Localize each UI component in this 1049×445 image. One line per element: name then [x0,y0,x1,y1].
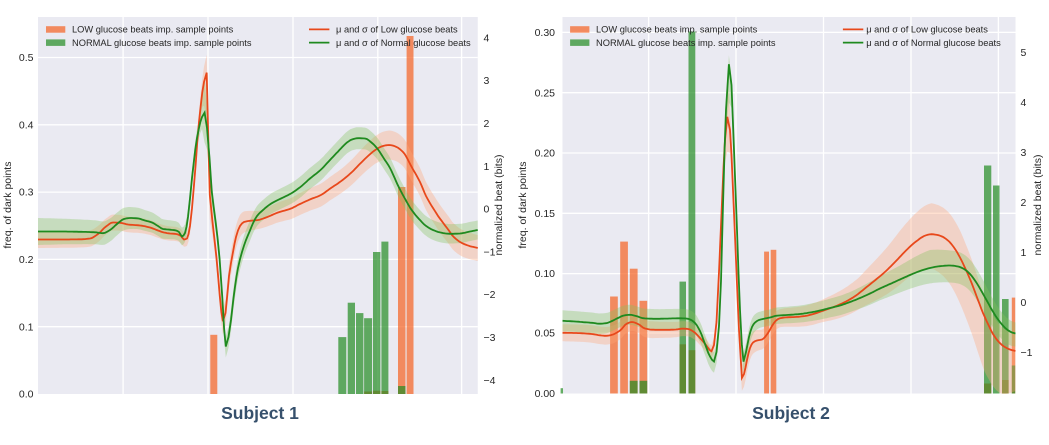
svg-text:−1: −1 [1021,347,1033,359]
svg-text:−3: −3 [484,332,496,344]
svg-text:2: 2 [1021,197,1027,209]
svg-text:0.15: 0.15 [535,208,556,220]
svg-text:NORMAL glucose beats imp. samp: NORMAL glucose beats imp. sample points [596,38,776,48]
svg-text:Subject 1: Subject 1 [221,403,299,423]
svg-text:Subject 2: Subject 2 [752,403,830,423]
svg-text:3: 3 [1021,147,1027,159]
svg-text:freq. of dark points: freq. of dark points [2,162,14,249]
svg-text:0.30: 0.30 [535,27,556,39]
svg-text:4: 4 [484,32,490,44]
svg-text:2: 2 [484,118,490,130]
svg-text:0.05: 0.05 [535,328,556,340]
svg-text:0: 0 [484,204,490,216]
svg-text:LOW glucose beats imp. sample: LOW glucose beats imp. sample points [596,25,758,35]
svg-text:0.10: 0.10 [535,268,556,280]
svg-text:normalized beat (bits): normalized beat (bits) [493,155,505,256]
svg-text:0.3: 0.3 [19,187,34,199]
svg-text:−2: −2 [484,289,496,301]
svg-text:LOW glucose beats imp. sample: LOW glucose beats imp. sample points [72,25,234,35]
svg-text:0.2: 0.2 [19,254,34,266]
svg-text:3: 3 [484,75,490,87]
svg-text:0.4: 0.4 [19,119,34,131]
svg-text:0.25: 0.25 [535,87,556,99]
svg-text:−1: −1 [484,247,496,259]
svg-text:0.1: 0.1 [19,321,34,333]
svg-text:0.0: 0.0 [19,389,34,401]
svg-text:μ and σ of Normal glucose beat: μ and σ of Normal glucose beats [866,38,1001,48]
svg-text:0.00: 0.00 [535,388,556,400]
svg-text:μ and σ of Low glucose beats: μ and σ of Low glucose beats [336,25,458,35]
svg-text:μ and σ of Normal glucose beat: μ and σ of Normal glucose beats [336,38,471,48]
svg-text:NORMAL glucose beats imp. samp: NORMAL glucose beats imp. sample points [72,38,252,48]
svg-text:1: 1 [1021,247,1027,259]
svg-text:−4: −4 [484,375,496,387]
svg-text:1: 1 [484,161,490,173]
svg-text:μ and σ of Low glucose beats: μ and σ of Low glucose beats [866,25,988,35]
svg-text:normalized beat (bits): normalized beat (bits) [1032,155,1044,256]
svg-text:0.20: 0.20 [535,148,556,160]
svg-text:4: 4 [1021,97,1027,109]
svg-text:0.5: 0.5 [19,52,34,64]
svg-text:5: 5 [1021,47,1027,59]
svg-text:freq. of dark points: freq. of dark points [517,162,529,249]
svg-text:0: 0 [1021,297,1027,309]
